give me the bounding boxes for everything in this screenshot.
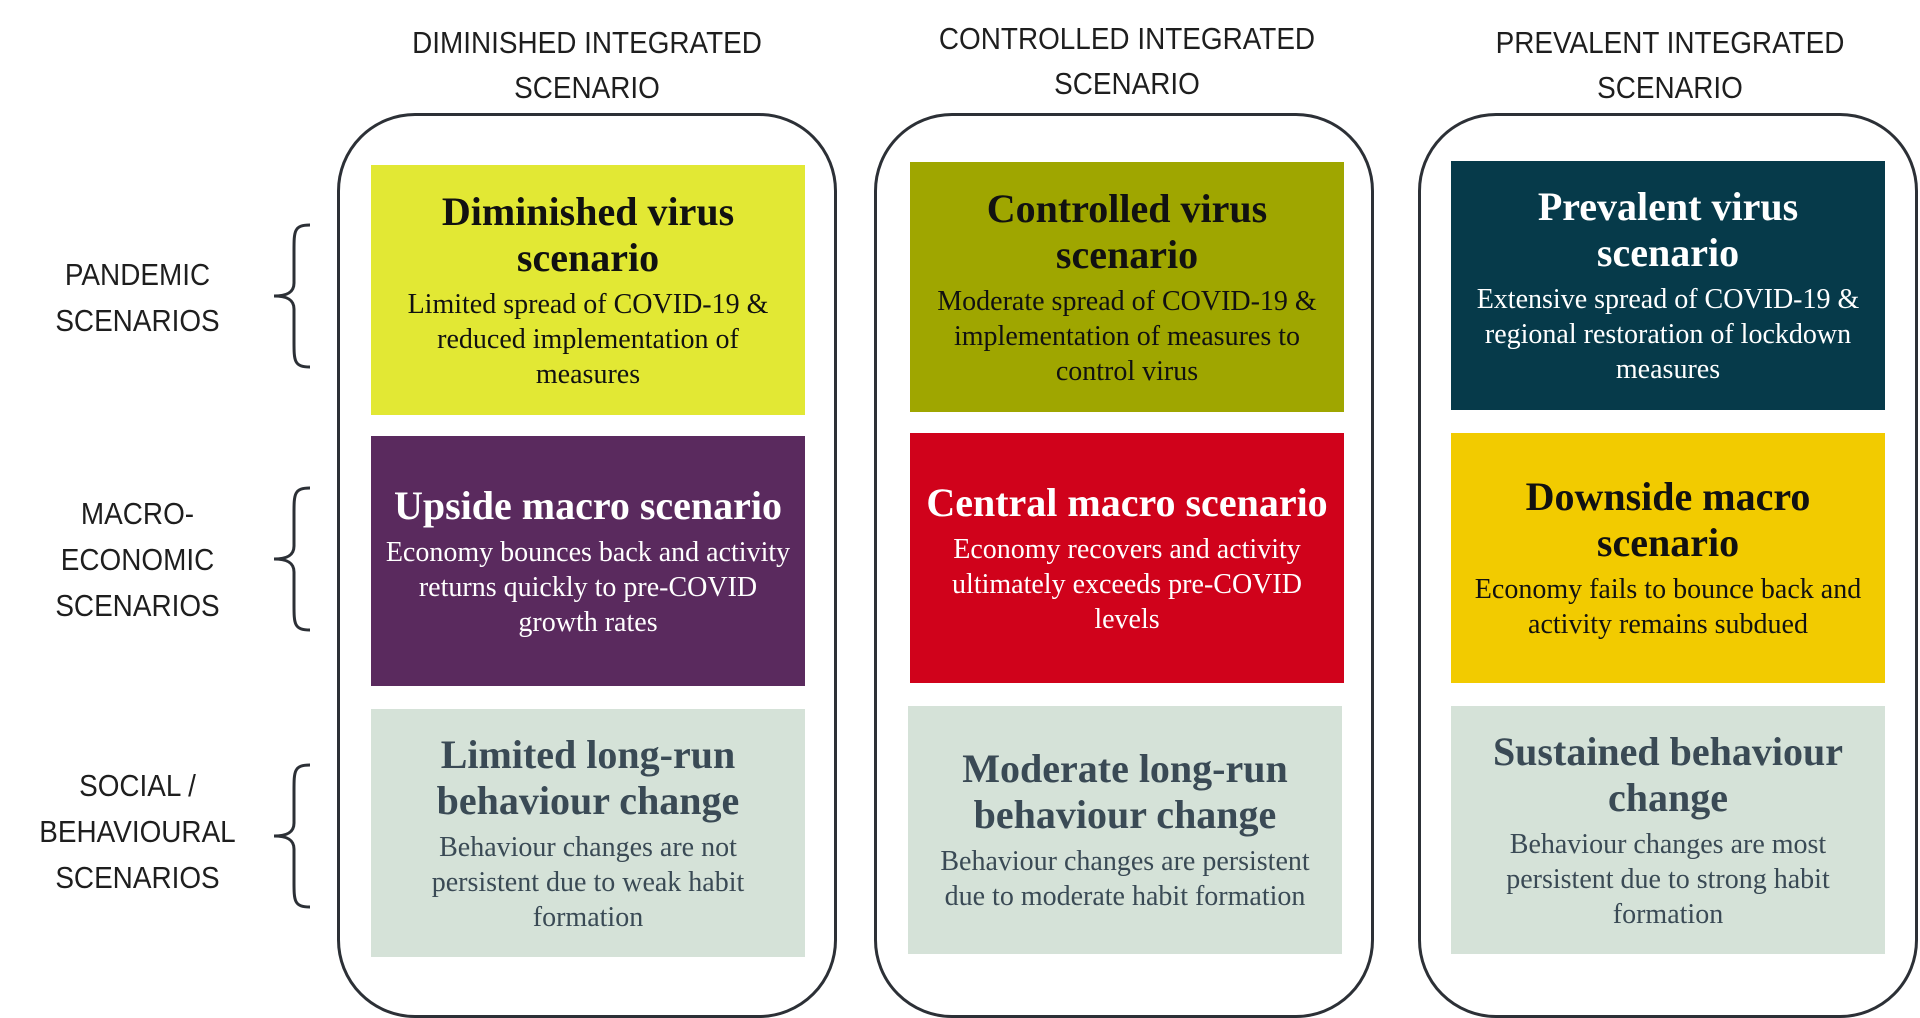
scenario-description: Behaviour changes are not persistent due… — [431, 831, 745, 933]
row-label-line: ECONOMIC — [60, 542, 215, 577]
scenario-description: Economy recovers and activity ultimately… — [952, 533, 1302, 635]
scenario-description: Behaviour changes are most persistent du… — [1506, 828, 1830, 930]
scenario-box-prevalent-virus: Prevalent virus scenario Extensive sprea… — [1451, 161, 1885, 410]
scenario-title: Central macro scenario — [926, 479, 1328, 525]
scenario-box-central-macro: Central macro scenario Economy recovers … — [910, 433, 1344, 683]
row-label-line: SCENARIOS — [55, 588, 220, 623]
scenario-box-sustained-behaviour: Sustained behaviour change Behaviour cha… — [1451, 706, 1885, 954]
row-label-line: PANDEMIC — [64, 257, 211, 292]
scenario-title: Prevalent virus scenario — [1537, 184, 1799, 275]
scenario-description: Moderate spread of COVID-19 & implementa… — [937, 285, 1317, 387]
scenario-box-limited-behaviour: Limited long-run behaviour change Behavi… — [371, 709, 805, 957]
column-header-line: SCENARIO — [1597, 70, 1743, 105]
row-label-line: SOCIAL / — [79, 768, 196, 803]
scenario-title: Limited long-run behaviour change — [436, 731, 740, 823]
scenario-title: Sustained behaviour change — [1492, 728, 1844, 820]
scenario-box-diminished-virus: Diminished virus scenario Limited spread… — [371, 165, 805, 415]
column-header-line: SCENARIO — [1054, 66, 1200, 101]
scenario-description: Limited spread of COVID-19 & reduced imp… — [407, 288, 769, 390]
scenario-title: Upside macro scenario — [393, 482, 783, 528]
scenario-description: Economy fails to bounce back and activit… — [1474, 574, 1862, 640]
column-header-prevalent: PREVALENT INTEGRATED SCENARIO — [1459, 20, 1882, 110]
scenario-box-moderate-behaviour: Moderate long-run behaviour change Behav… — [908, 706, 1342, 954]
column-header-line: CONTROLLED INTEGRATED — [938, 21, 1316, 56]
scenario-title: Diminished virus scenario — [441, 188, 735, 280]
row-label-line: BEHAVIOURAL — [39, 814, 236, 849]
column-header-line: DIMINISHED INTEGRATED — [412, 25, 762, 60]
row-bracket-social-behavioural — [273, 763, 311, 909]
row-bracket-macroeconomic — [273, 486, 311, 632]
scenario-box-downside-macro: Downside macro scenario Economy fails to… — [1451, 433, 1885, 683]
row-label-line: SCENARIOS — [55, 860, 220, 895]
column-header-diminished: DIMINISHED INTEGRATED SCENARIO — [376, 20, 799, 110]
scenario-box-controlled-virus: Controlled virus scenario Moderate sprea… — [910, 162, 1344, 412]
scenario-title: Moderate long-run behaviour change — [962, 746, 1288, 837]
column-header-controlled: CONTROLLED INTEGRATED SCENARIO — [916, 16, 1339, 106]
row-label-line: MACRO- — [80, 496, 195, 531]
scenario-description: Extensive spread of COVID-19 & regional … — [1476, 284, 1860, 385]
scenario-box-upside-macro: Upside macro scenario Economy bounces ba… — [371, 436, 805, 686]
row-label-pandemic: PANDEMIC SCENARIOS — [32, 252, 244, 344]
row-bracket-pandemic — [273, 223, 311, 369]
scenario-title: Controlled virus scenario — [986, 185, 1268, 277]
row-label-line: SCENARIOS — [55, 303, 220, 338]
row-label-social-behavioural: SOCIAL / BEHAVIOURAL SCENARIOS — [32, 763, 244, 901]
column-header-line: PREVALENT INTEGRATED — [1495, 25, 1845, 60]
scenario-title: Downside macro scenario — [1525, 474, 1811, 565]
column-header-line: SCENARIO — [514, 70, 660, 105]
row-label-macroeconomic: MACRO- ECONOMIC SCENARIOS — [32, 491, 244, 629]
scenario-description: Behaviour changes are persistent due to … — [940, 846, 1310, 912]
scenario-description: Economy bounces back and activity return… — [385, 536, 791, 638]
